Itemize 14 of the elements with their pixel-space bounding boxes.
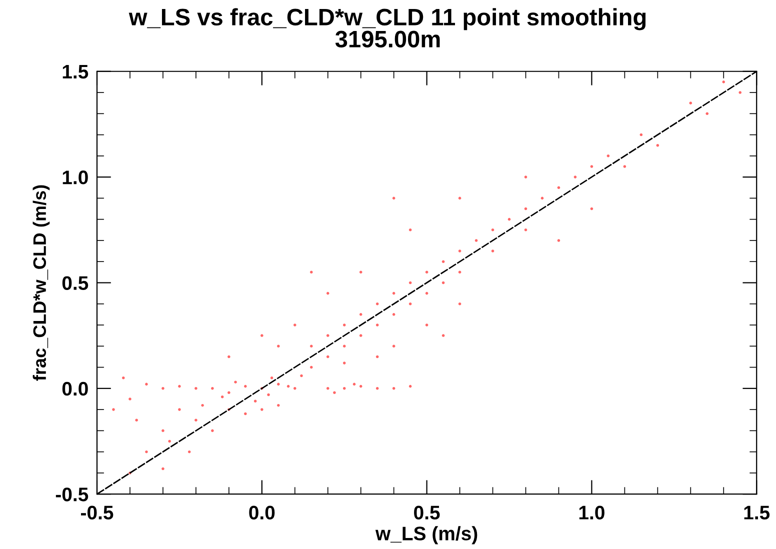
y-axis-title: frac_CLD*w_CLD (m/s) xyxy=(32,185,50,381)
chart-subtitle: 3195.00m xyxy=(335,30,440,48)
y-tick-label: 0.5 xyxy=(62,276,88,290)
y-tick-label: -0.5 xyxy=(56,488,88,502)
x-tick-label: 0.5 xyxy=(414,506,440,520)
x-tick-label: 1.0 xyxy=(579,506,604,520)
x-tick-label: 0.0 xyxy=(249,506,275,520)
y-tick-label: 0.0 xyxy=(62,382,88,396)
x-tick-label: 1.5 xyxy=(744,506,770,520)
y-tick-label: 1.0 xyxy=(62,170,88,184)
x-tick-label: -0.5 xyxy=(81,506,114,520)
y-tick-label: 1.5 xyxy=(62,65,88,79)
x-axis-title: w_LS (m/s) xyxy=(375,526,478,544)
chart-title: w_LS vs frac_CLD*w_CLD 11 point smoothing xyxy=(128,8,646,30)
